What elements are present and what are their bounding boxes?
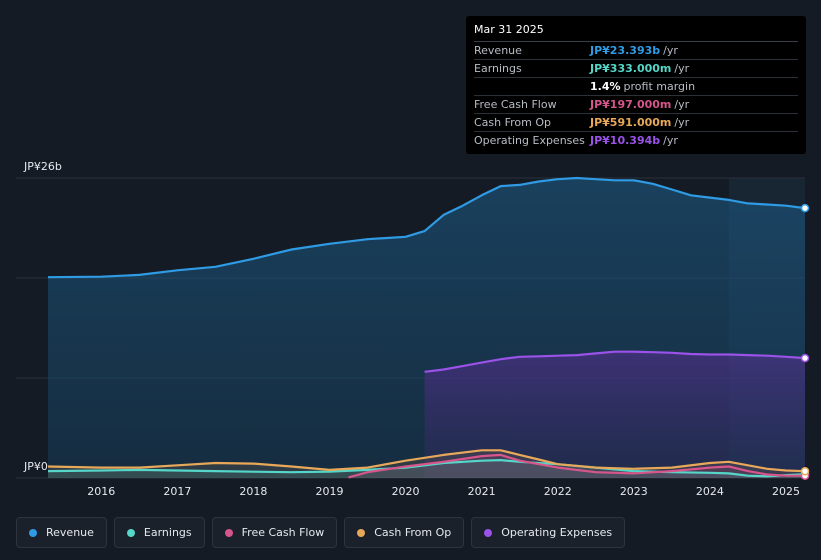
tooltip-row-value: 1.4% <box>590 80 621 93</box>
tooltip-row: Free Cash Flow JP¥197.000m/yr <box>474 96 798 114</box>
legend-label: Operating Expenses <box>501 526 613 539</box>
x-tick-label: 2025 <box>772 485 800 498</box>
x-tick-label: 2016 <box>87 485 115 498</box>
tooltip-row-label: Earnings <box>474 62 522 75</box>
legend-label: Revenue <box>46 526 94 539</box>
line-revenue <box>47 176 806 279</box>
endpoint-operating-expenses <box>800 353 810 363</box>
legend-dot-icon <box>29 528 37 537</box>
series-areas <box>48 178 805 478</box>
tooltip-row-unit: /yr <box>674 116 690 129</box>
tooltip-row-value: JP¥23.393b <box>590 44 661 57</box>
tooltip-row-label: Free Cash Flow <box>474 98 557 111</box>
tooltip-row-label <box>474 78 590 95</box>
tooltip-row-unit: profit margin <box>623 80 696 93</box>
tooltip-row: Earnings JP¥333.000m/yr <box>474 60 798 78</box>
tooltip-row-value: JP¥10.394b <box>590 134 661 147</box>
tooltip-row-label: Operating Expenses <box>474 134 585 147</box>
endpoint-cash-from-op <box>800 466 810 476</box>
tooltip-row: 1.4% profit margin <box>474 78 798 96</box>
x-tick-label: 2022 <box>544 485 572 498</box>
legend-item-operating-expenses[interactable]: Operating Expenses <box>471 517 626 548</box>
x-tick-label: 2019 <box>315 485 343 498</box>
tooltip-row-unit: /yr <box>674 62 690 75</box>
tooltip-row-unit: /yr <box>663 134 678 147</box>
tooltip-row: Revenue JP¥23.393b/yr <box>474 42 798 60</box>
area-operating-expenses <box>424 351 805 478</box>
tooltip-row-unit: /yr <box>663 44 678 57</box>
tooltip-row: Cash From Op JP¥591.000m/yr <box>474 114 798 132</box>
x-tick-label: 2023 <box>620 485 648 498</box>
x-tick-label: 2018 <box>239 485 267 498</box>
y-axis-bottom-label: JP¥0 <box>23 460 48 473</box>
legend-item-cash-from-op[interactable]: Cash From Op <box>344 517 465 548</box>
legend-label: Cash From Op <box>374 526 452 539</box>
tooltip-row-value: JP¥333.000m <box>590 62 672 75</box>
tooltip-row-value: JP¥197.000m <box>590 98 672 111</box>
legend-dot-icon <box>484 528 493 537</box>
y-axis-top-label: JP¥26b <box>23 160 62 173</box>
x-tick-label: 2020 <box>392 485 420 498</box>
x-tick-label: 2021 <box>468 485 496 498</box>
series-endpoints <box>800 203 810 480</box>
line-free-cash-flow <box>348 453 805 479</box>
tooltip-date: Mar 31 2025 <box>474 22 798 42</box>
legend-dot-icon <box>126 528 135 537</box>
legend-item-earnings[interactable]: Earnings <box>113 517 205 548</box>
line-earnings <box>47 459 806 478</box>
tooltip-rows: Revenue JP¥23.393b/yr Earnings JP¥333.000m /… <box>474 42 798 149</box>
endpoint-revenue <box>800 203 810 213</box>
line-operating-expenses <box>424 350 806 373</box>
line-cash-from-op <box>47 449 806 473</box>
legend-dot-icon <box>357 528 366 537</box>
legend-item-revenue[interactable]: Revenue <box>16 517 107 548</box>
legend-item-free-cash-flow[interactable]: Free Cash Flow <box>211 517 338 548</box>
chart-legend: Revenue Earnings Free Cash Flow Cash From O… <box>16 517 632 548</box>
tooltip-row: Operating Expenses JP¥10.394b/yr <box>474 132 798 149</box>
tooltip-row-value: JP¥591.000m <box>590 116 672 129</box>
data-tooltip: Mar 31 2025 Revenue JP¥23.393b/yr Earnings… <box>466 16 806 154</box>
tooltip-row-label: Revenue <box>474 44 522 57</box>
legend-dot-icon <box>224 528 233 537</box>
tooltip-row-label: Cash From Op <box>474 116 552 129</box>
x-tick-label: 2017 <box>163 485 191 498</box>
legend-label: Free Cash Flow <box>241 526 325 539</box>
legend-label: Earnings <box>143 526 192 539</box>
x-axis-ticks: 2016 2017 2018 2019 2020 2021 2022 2023 2024 2025 <box>87 485 800 498</box>
series-lines <box>47 176 806 479</box>
tooltip-row-unit: /yr <box>674 98 690 111</box>
x-tick-label: 2024 <box>696 485 724 498</box>
